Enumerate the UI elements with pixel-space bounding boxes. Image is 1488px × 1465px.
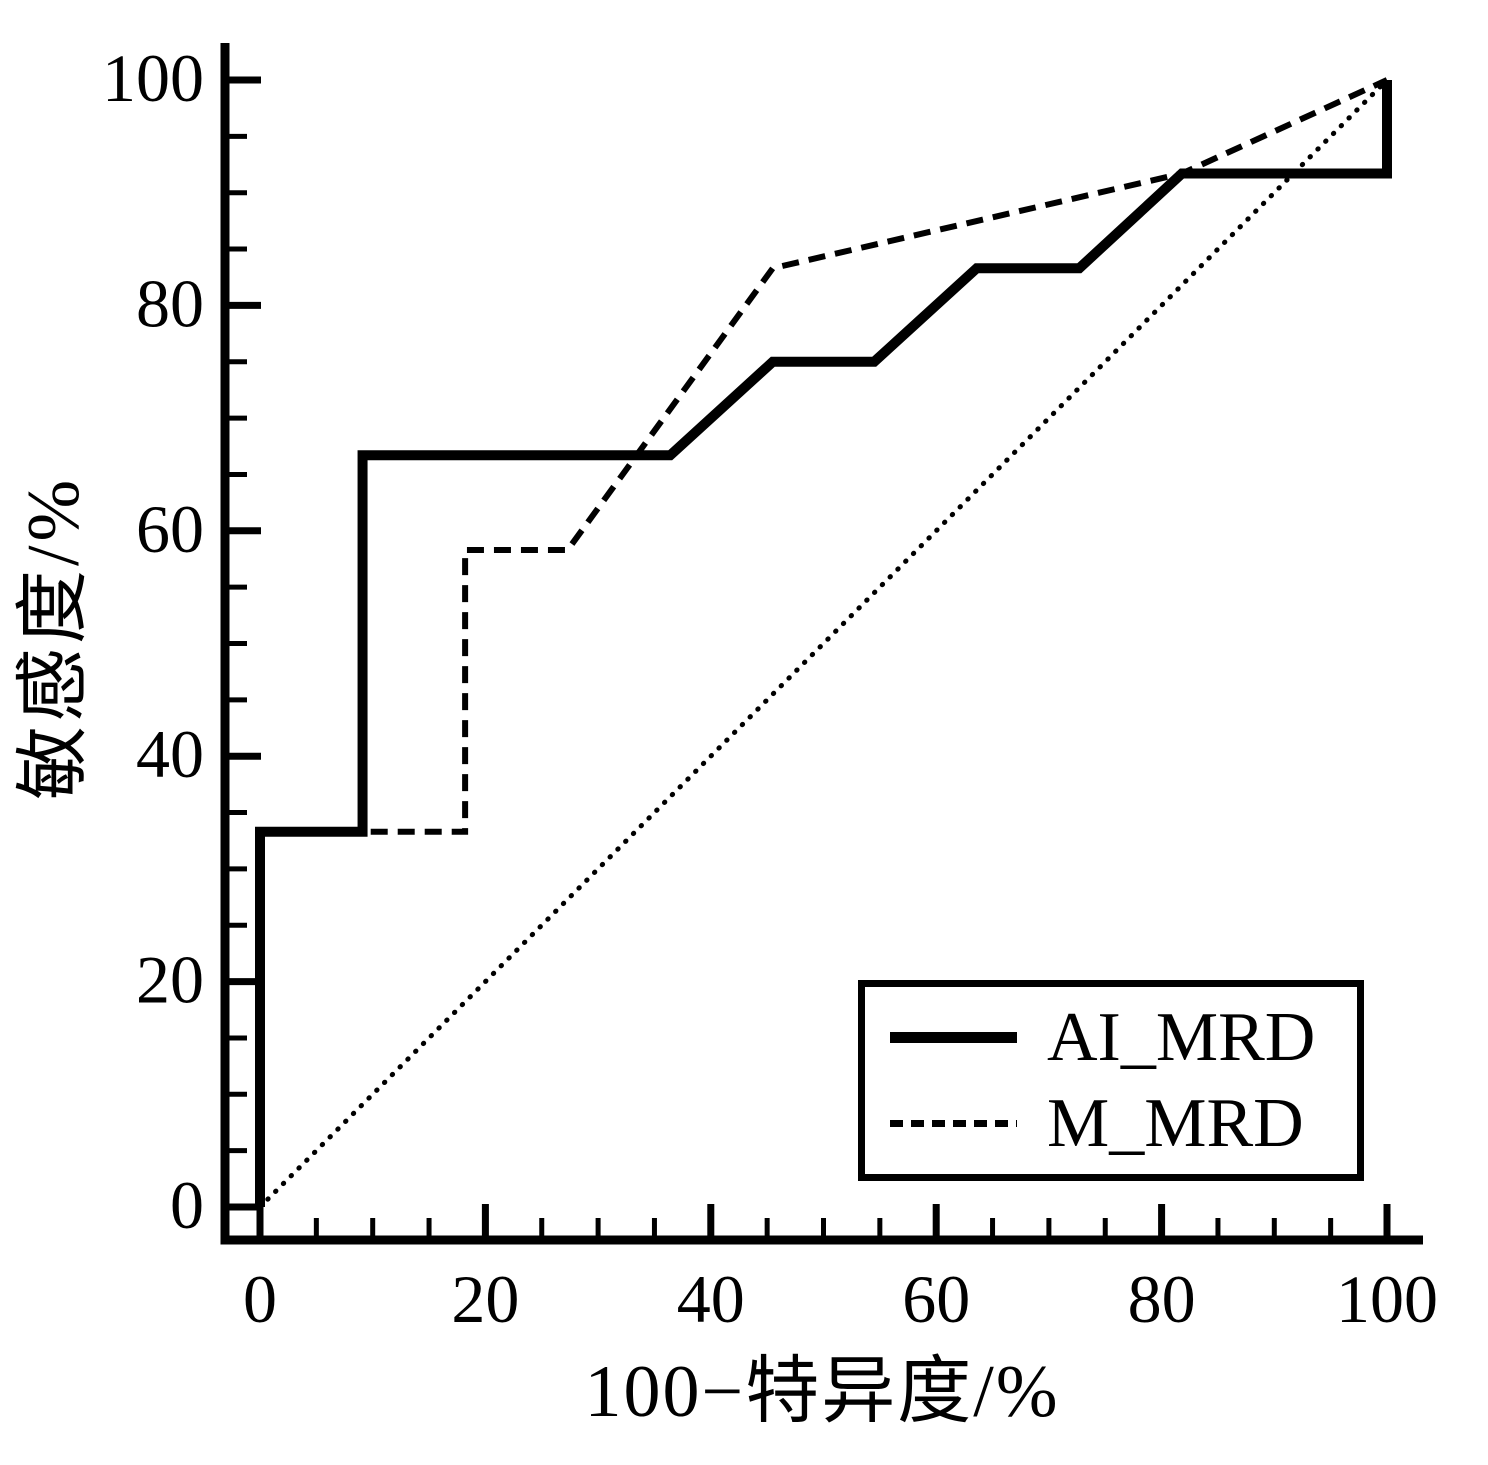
legend-item-ai-mrd: AI_MRD [890, 995, 1357, 1081]
x-tick-label: 40 [677, 1261, 745, 1337]
x-tick-label: 20 [451, 1261, 519, 1337]
series-chance-reference [257, 77, 1390, 1210]
legend-box: AI_MRD M_MRD [858, 980, 1364, 1181]
series-ai-mrd [255, 80, 1392, 1207]
y-tick-label: 20 [136, 942, 204, 1018]
legend-label-m-mrd: M_MRD [1047, 1084, 1304, 1162]
y-tick-label: 80 [136, 265, 204, 341]
y-tick-label: 60 [136, 491, 204, 567]
legend-label-ai-mrd: AI_MRD [1047, 998, 1316, 1076]
x-axis-title: 100−特异度/% [584, 1351, 1060, 1433]
y-tick-label: 40 [136, 716, 204, 792]
y-tick-label: 100 [102, 40, 204, 116]
x-tick-label: 80 [1128, 1261, 1196, 1337]
legend-item-m-mrd: M_MRD [890, 1081, 1357, 1167]
y-axis-title: 敏感度/% [13, 475, 95, 800]
y-tick-label: 0 [170, 1167, 204, 1243]
legend-dashed-line-sample [890, 1120, 1017, 1127]
legend-solid-line-sample [890, 1032, 1017, 1043]
x-tick-label: 60 [902, 1261, 970, 1337]
x-tick-label: 0 [243, 1261, 277, 1337]
x-tick-label: 100 [1336, 1261, 1438, 1337]
